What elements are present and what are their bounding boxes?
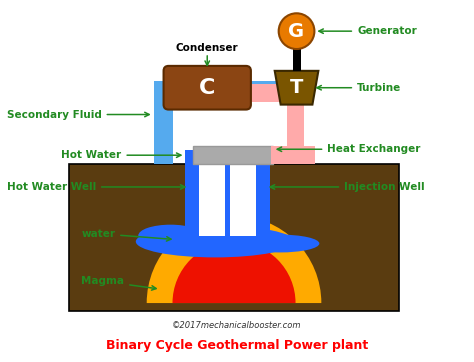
FancyBboxPatch shape <box>185 164 199 249</box>
Polygon shape <box>275 71 319 105</box>
Wedge shape <box>173 241 296 303</box>
FancyBboxPatch shape <box>154 81 310 101</box>
FancyBboxPatch shape <box>69 164 399 311</box>
FancyBboxPatch shape <box>271 146 315 164</box>
Text: Magma: Magma <box>81 276 156 290</box>
FancyBboxPatch shape <box>193 146 273 164</box>
Ellipse shape <box>240 235 319 252</box>
Text: Generator: Generator <box>319 26 417 36</box>
Wedge shape <box>146 216 321 303</box>
FancyBboxPatch shape <box>256 164 270 249</box>
Text: Condenser: Condenser <box>176 43 238 53</box>
Text: Binary Cycle Geothermal Power plant: Binary Cycle Geothermal Power plant <box>106 339 368 352</box>
FancyBboxPatch shape <box>199 150 230 164</box>
FancyBboxPatch shape <box>185 150 270 164</box>
Text: Secondary Fluid: Secondary Fluid <box>7 110 149 119</box>
FancyBboxPatch shape <box>154 91 173 164</box>
FancyBboxPatch shape <box>164 66 251 110</box>
FancyBboxPatch shape <box>287 93 304 164</box>
Ellipse shape <box>138 225 203 247</box>
Text: ©2017mechanicalbooster.com: ©2017mechanicalbooster.com <box>172 321 302 331</box>
Text: G: G <box>289 22 305 41</box>
Text: Hot Water: Hot Water <box>61 150 181 160</box>
Text: water: water <box>81 228 171 241</box>
FancyBboxPatch shape <box>225 164 239 249</box>
FancyBboxPatch shape <box>230 164 256 236</box>
Text: Turbine: Turbine <box>317 83 401 93</box>
FancyBboxPatch shape <box>230 164 244 249</box>
Text: C: C <box>199 78 215 98</box>
FancyBboxPatch shape <box>183 84 304 102</box>
Text: Heat Exchanger: Heat Exchanger <box>277 144 421 154</box>
Text: Hot Water Well: Hot Water Well <box>7 182 185 192</box>
Ellipse shape <box>136 226 294 257</box>
Circle shape <box>279 13 314 49</box>
Text: Injection Well: Injection Well <box>270 182 425 192</box>
Text: T: T <box>290 78 303 97</box>
FancyBboxPatch shape <box>199 164 225 236</box>
FancyBboxPatch shape <box>185 236 239 249</box>
FancyBboxPatch shape <box>230 236 270 249</box>
FancyBboxPatch shape <box>292 49 301 71</box>
